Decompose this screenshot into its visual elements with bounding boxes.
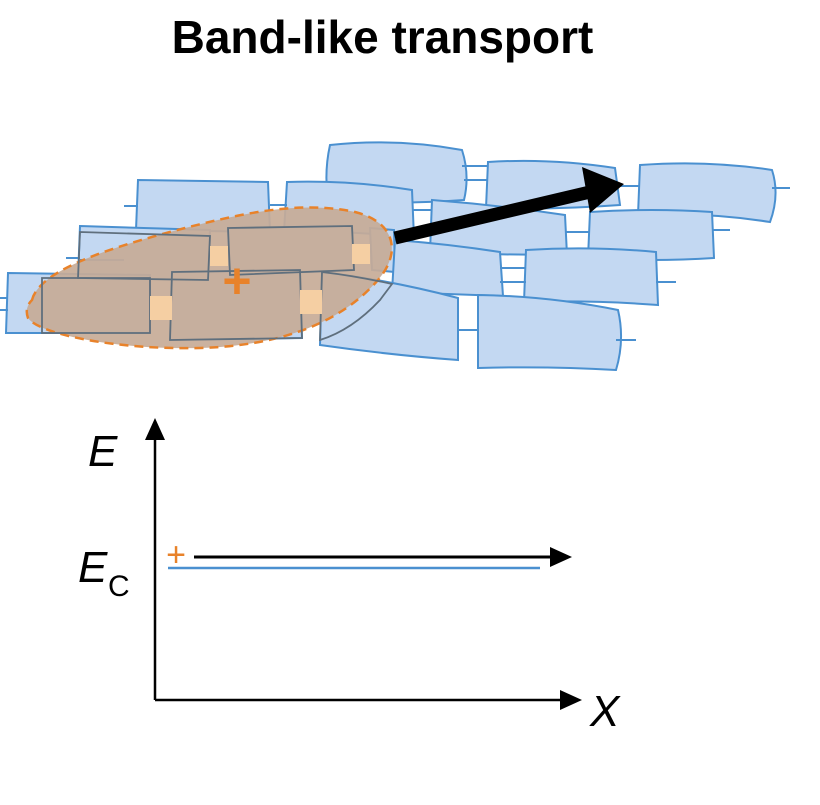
energy-axis-arrowhead [145, 418, 165, 440]
band-transport-arrowhead [550, 547, 572, 567]
positive-charge: + [222, 253, 251, 309]
energy-axes [145, 418, 582, 710]
transport-arrow [393, 167, 624, 245]
diagram-title: Band-like transport [171, 11, 594, 63]
covered-bridges [150, 244, 370, 320]
position-axis-label: X [589, 687, 621, 736]
molecule [522, 247, 660, 307]
position-axis-arrowhead [560, 690, 582, 710]
energy-axis-label: E [88, 427, 118, 476]
band-level-subscript: C [108, 570, 130, 603]
band-level-label: E [78, 543, 108, 592]
band-charge: + [166, 536, 186, 574]
molecule [477, 293, 622, 372]
